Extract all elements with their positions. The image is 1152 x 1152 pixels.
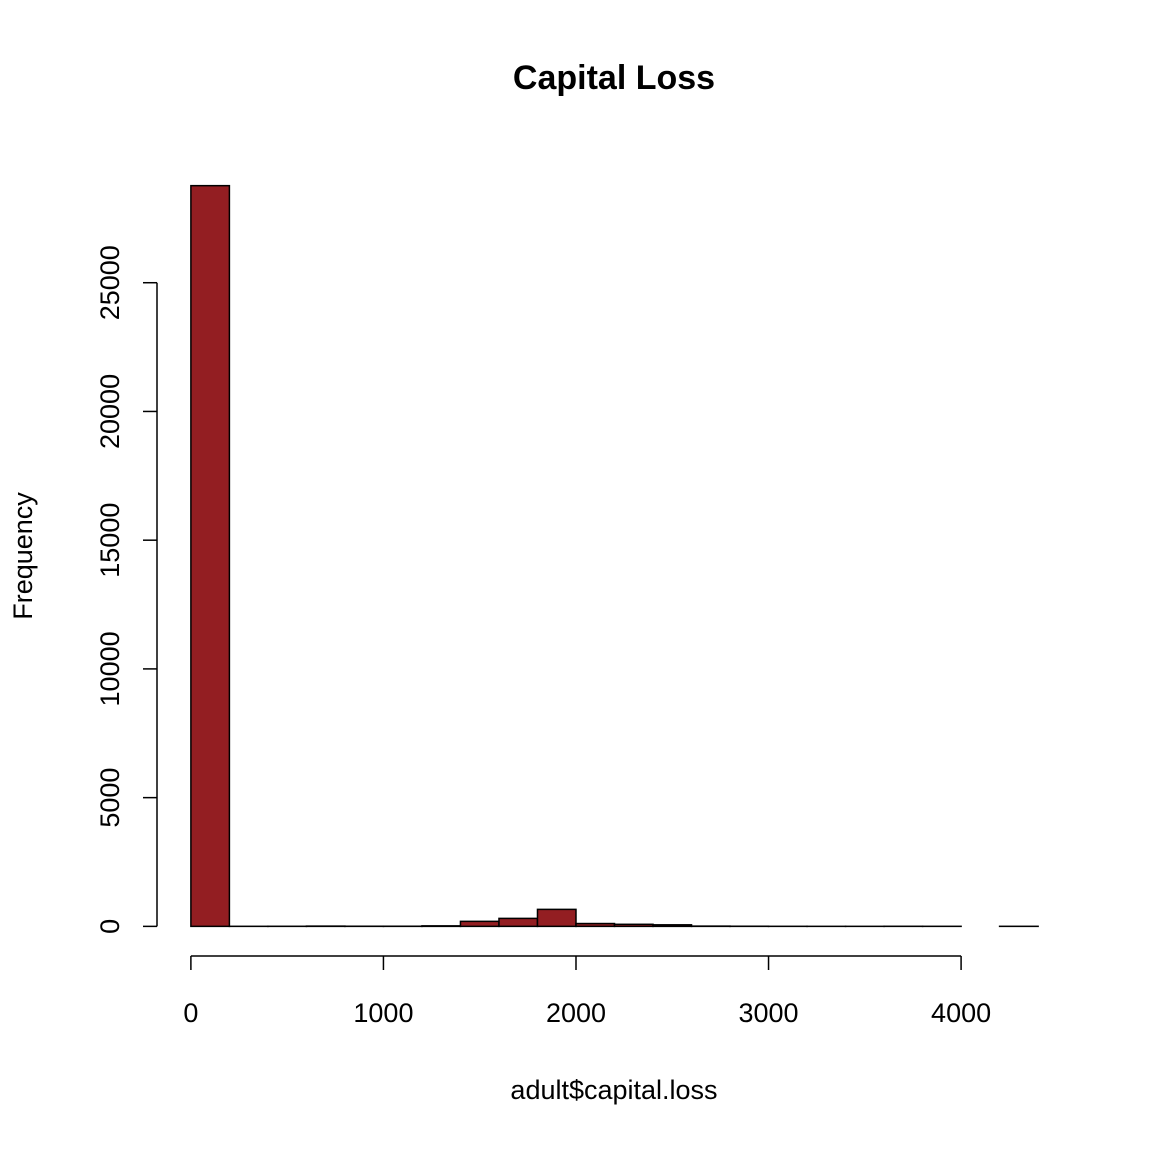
chart-title: Capital Loss xyxy=(513,59,715,97)
y-tick-label: 10000 xyxy=(95,631,125,706)
x-tick-label: 3000 xyxy=(739,998,799,1028)
bar xyxy=(421,925,462,928)
y-axis-label: Frequency xyxy=(8,492,38,620)
x-axis-label: adult$capital.loss xyxy=(510,1075,717,1105)
y-tick-label: 15000 xyxy=(95,503,125,578)
y-tick-label: 25000 xyxy=(95,245,125,320)
bar xyxy=(652,924,693,928)
x-tick-label: 0 xyxy=(183,998,198,1028)
x-tick-label: 1000 xyxy=(353,998,413,1028)
y-tick-label: 5000 xyxy=(95,768,125,828)
x-tick-label: 2000 xyxy=(546,998,606,1028)
bar xyxy=(575,922,616,928)
bar xyxy=(498,917,539,928)
bar xyxy=(613,923,654,928)
x-tick-label: 4000 xyxy=(931,998,991,1028)
y-tick-label: 20000 xyxy=(95,374,125,449)
bar xyxy=(536,908,577,928)
bar xyxy=(459,920,500,928)
y-tick-label: 0 xyxy=(95,919,125,934)
bar xyxy=(190,184,231,928)
